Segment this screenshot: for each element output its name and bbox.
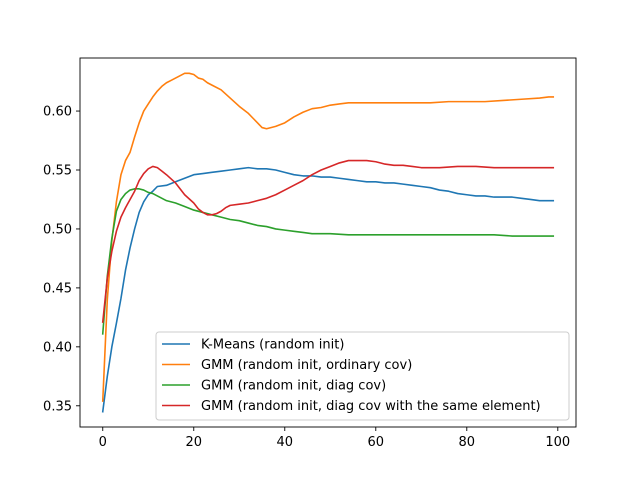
x-tick-label: 80	[459, 435, 476, 450]
x-tick-label: 100	[545, 435, 570, 450]
x-tick-label: 0	[99, 435, 107, 450]
series-line-4	[101, 159, 555, 323]
legend-label-3: GMM (random init, diag cov)	[201, 379, 386, 394]
legend-label-1: K-Means (random init)	[201, 338, 344, 353]
legend-box	[155, 331, 570, 421]
x-tick-label: 60	[368, 435, 385, 450]
series-line-1	[101, 166, 555, 413]
x-tick-label: 40	[276, 435, 293, 450]
axes-layer: 0 20 40 60 80 100 0.35 0.40 0.45 0.50 0.55 0.60	[43, 57, 577, 450]
x-tick-label: 20	[185, 435, 202, 450]
plot-frame	[79, 57, 577, 428]
y-tick-label: 0.45	[43, 281, 72, 296]
y-tick-label: 0.40	[43, 340, 72, 355]
series-layer	[101, 72, 555, 413]
series-line-2	[101, 72, 555, 402]
legend-label-4: GMM (random init, diag cov with the same…	[201, 399, 541, 414]
legend-label-2: GMM (random init, ordinary cov)	[201, 358, 412, 373]
y-tick-label: 0.35	[43, 399, 72, 414]
y-tick-label: 0.55	[43, 163, 72, 178]
legend: K-Means (random init) GMM (random init, o…	[155, 331, 570, 421]
y-tick-label: 0.50	[43, 222, 72, 237]
y-tick-label: 0.60	[43, 105, 72, 120]
